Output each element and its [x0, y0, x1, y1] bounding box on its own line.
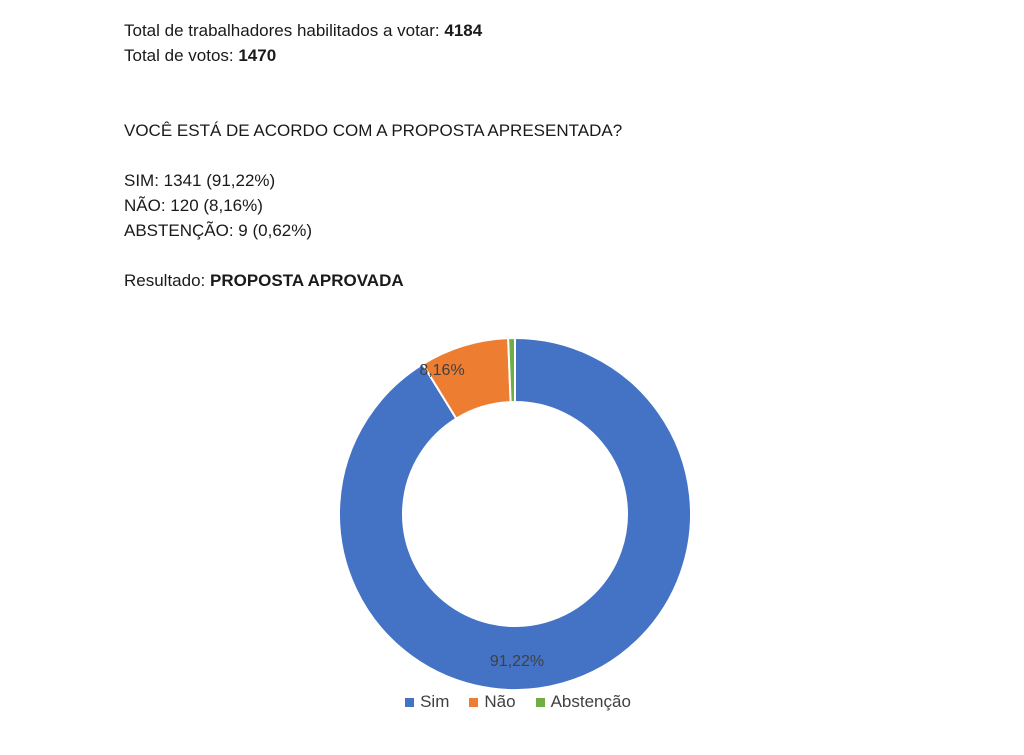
legend-label: Não: [484, 692, 516, 711]
outcome-value: PROPOSTA APROVADA: [210, 271, 404, 290]
eligible-workers-line: Total de trabalhadores habilitados a vot…: [124, 18, 622, 43]
chart-legend: Sim Não Abstenção: [0, 692, 1024, 712]
eligible-workers-value: 4184: [444, 21, 483, 40]
donut-slice-sim: [338, 336, 692, 691]
total-votes-label: Total de votos:: [124, 46, 239, 65]
legend-swatch-icon: [469, 697, 479, 707]
total-votes-value: 1470: [238, 46, 277, 65]
result-nao: NÃO: 120 (8,16%): [124, 196, 263, 215]
legend-label: Abstenção: [550, 692, 631, 711]
question-heading: VOCÊ ESTÁ DE ACORDO COM A PROPOSTA APRES…: [124, 121, 623, 140]
legend-item-2: Abstenção: [535, 692, 631, 712]
data-label-sim: 91,22%: [490, 653, 544, 670]
result-abstencao: ABSTENÇÃO: 9 (0,62%): [124, 221, 313, 240]
data-label-não: 8,16%: [419, 362, 464, 379]
result-sim: SIM: 1341 (91,22%): [124, 171, 276, 190]
outcome-line: Resultado: PROPOSTA APROVADA: [124, 268, 622, 293]
outcome-label: Resultado:: [124, 271, 210, 290]
legend-item-1: Não: [469, 692, 516, 712]
vote-summary: Total de trabalhadores habilitados a vot…: [124, 18, 622, 293]
legend-swatch-icon: [405, 697, 415, 707]
total-votes-line: Total de votos: 1470: [124, 43, 622, 68]
eligible-workers-label: Total de trabalhadores habilitados a vot…: [124, 21, 445, 40]
legend-label: Sim: [420, 692, 450, 711]
legend-swatch-icon: [535, 697, 545, 707]
legend-item-0: Sim: [405, 692, 449, 712]
donut-slice-abstenção: [507, 336, 516, 404]
